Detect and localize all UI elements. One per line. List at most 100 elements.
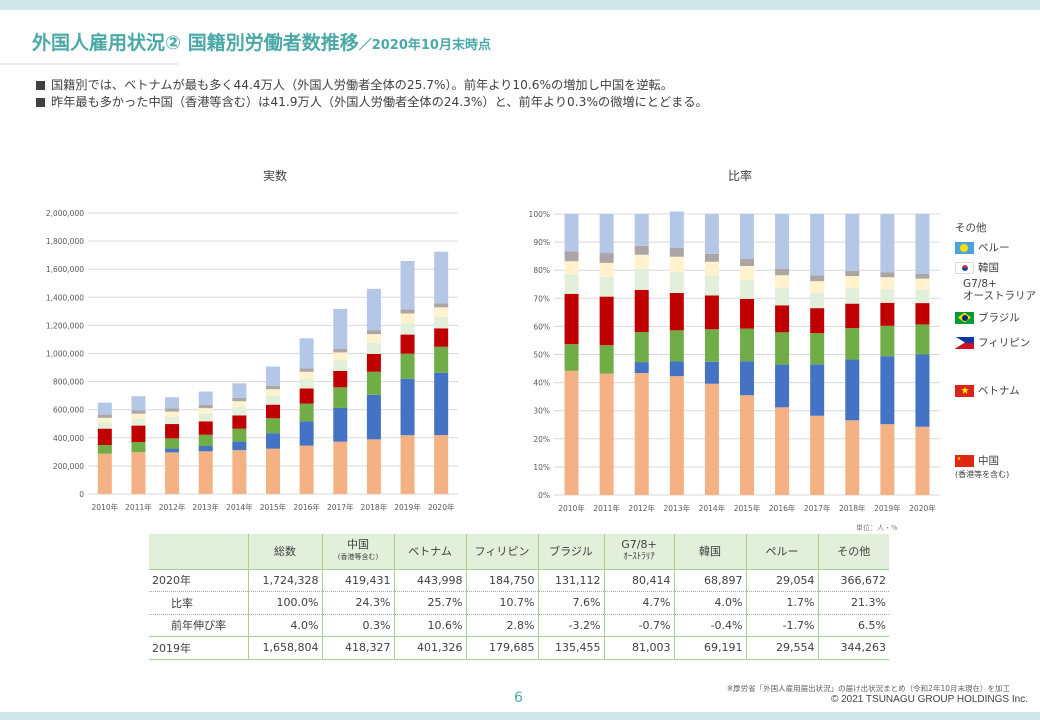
bar-segment-brazil [165, 424, 180, 439]
bar-segment-korea [915, 278, 930, 290]
bar-segment-brazil [599, 296, 614, 346]
bar-segment-china [434, 435, 449, 494]
x-tick-label: 2018年 [839, 503, 866, 513]
y-tick-label: 70% [533, 294, 550, 303]
bar-segment-peru [810, 275, 825, 282]
bar-segment-peru [232, 397, 247, 402]
table-cell: 184,750 [466, 569, 539, 592]
table-header-cell: 中国 (香港等含む) [322, 534, 395, 570]
bar-segment-philippines [599, 345, 614, 374]
bar-segment-peru [131, 410, 146, 414]
bar-segment-g78 [599, 276, 614, 297]
bar-segment-brazil [880, 302, 895, 326]
bar-segment-g78 [198, 413, 213, 422]
bar-segment-g78 [165, 416, 180, 425]
table-header-row: 総数 中国 (香港等含む) ベトナム フィリピン ブラジル G7/8+ ｵｰｽﾄﾗﾘ… [149, 534, 889, 570]
bar-segment-vietnam [740, 361, 754, 396]
legend-item-peru: ペルー [955, 240, 1010, 255]
x-tick-label: 2019年 [394, 502, 421, 512]
bar-segment-brazil [669, 292, 684, 331]
bar-segment-philippines [97, 444, 112, 454]
header-label: G7/8+ [621, 538, 657, 552]
bar-segment-peru [266, 385, 280, 390]
bar-segment-brazil [400, 334, 415, 354]
bar-segment-other [704, 214, 719, 254]
y-tick-label: 40% [533, 379, 550, 388]
bar-segment-korea [634, 254, 649, 269]
table-cell: 131,112 [538, 569, 605, 592]
bar-segment-brazil [266, 404, 280, 419]
bar-segment-philippines [198, 434, 213, 447]
bar-segment-other [400, 260, 415, 310]
bar-segment-peru [400, 309, 415, 314]
table-cell: -0.4% [674, 614, 747, 637]
bullet-text: 昨年最も多かった中国（香港等含む）は41.9万人（外国人労働者全体の24.3%）… [51, 95, 708, 109]
bar-segment-china [634, 373, 649, 495]
table-cell: 21.3% [818, 591, 889, 615]
bar-segment-g78 [915, 289, 930, 304]
bar-segment-china [165, 452, 180, 494]
bar-segment-vietnam [915, 354, 930, 427]
table-cell: 1,658,804 [248, 636, 323, 660]
bar-segment-peru [434, 303, 449, 308]
table-header-cell: フィリピン [466, 534, 539, 570]
bar-segment-peru [740, 258, 754, 266]
bar-segment-other [669, 211, 684, 248]
bar-segment-vietnam [845, 359, 860, 421]
bar-segment-peru [880, 272, 895, 278]
bar-segment-g78 [333, 360, 348, 371]
bar-segment-korea [299, 371, 314, 379]
legend-item-other: その他 [955, 220, 987, 235]
y-tick-label: 80% [533, 266, 550, 275]
bar-segment-china [400, 435, 415, 494]
table-cell: 344,263 [818, 636, 889, 660]
bar-segment-brazil [198, 421, 213, 435]
bar-segment-vietnam [198, 446, 213, 452]
legend-label: ベトナム [978, 385, 1020, 397]
philippines-flag-icon [955, 336, 974, 349]
bar-segment-other [333, 309, 348, 349]
bar-segment-peru [299, 368, 314, 372]
source-note: ※厚労省「外国人雇用届出状況」の届け出状況まとめ（令和2年10月末現在）を加工 [726, 684, 1010, 693]
bar-segment-philippines [131, 442, 146, 453]
y-tick-label: 600,000 [53, 406, 84, 415]
bar-segment-g78 [845, 288, 860, 304]
y-tick-label: 1,200,000 [46, 321, 84, 330]
bar-segment-korea [232, 401, 247, 408]
table-cell: 10.6% [394, 614, 467, 637]
bullet-item: 昨年最も多かった中国（香港等含む）は41.9万人（外国人労働者全体の24.3%）… [36, 94, 708, 111]
bar-segment-g78 [266, 395, 280, 405]
table-cell: 24.3% [322, 591, 395, 615]
bottom-accent-bar [0, 712, 1040, 720]
bar-segment-other [845, 214, 860, 271]
legend-label: G7/8+ [963, 278, 997, 290]
bar-segment-china [704, 383, 719, 495]
y-tick-label: 10% [533, 463, 550, 472]
table-header-cell: 韓国 [674, 534, 747, 570]
bar-segment-peru [634, 245, 649, 255]
table-cell: 443,998 [394, 569, 467, 592]
bar-segment-brazil [333, 370, 348, 388]
bar-segment-korea [880, 277, 895, 290]
bar-segment-philippines [915, 324, 930, 355]
table-row-2020: 2020年 1,724,328 419,431 443,998 184,750 131,1… [149, 569, 889, 592]
legend-label: フィリピン [978, 337, 1031, 349]
table-cell: -1.7% [746, 614, 819, 637]
y-tick-label: 100% [529, 210, 550, 219]
bar-segment-vietnam [266, 433, 280, 449]
bar-segment-korea [775, 275, 790, 288]
header-sublabel: ｵｰｽﾄﾗﾘｱ [623, 552, 655, 563]
bar-segment-brazil [775, 305, 790, 333]
bar-segment-other [434, 251, 449, 304]
table-cell: 4.7% [604, 591, 675, 615]
table-row-2019: 2019年 1,658,804 418,327 401,326 179,685 135,4… [149, 636, 889, 660]
korea-flag-icon [955, 261, 974, 274]
bar-segment-china [198, 451, 213, 494]
bar-segment-brazil [915, 303, 930, 325]
bar-segment-vietnam [775, 364, 790, 408]
bar-segment-other [131, 396, 146, 411]
bar-segment-china [810, 415, 825, 495]
x-tick-label: 2015年 [260, 502, 287, 512]
bullet-square-icon [36, 98, 45, 107]
bar-segment-korea [198, 408, 213, 414]
